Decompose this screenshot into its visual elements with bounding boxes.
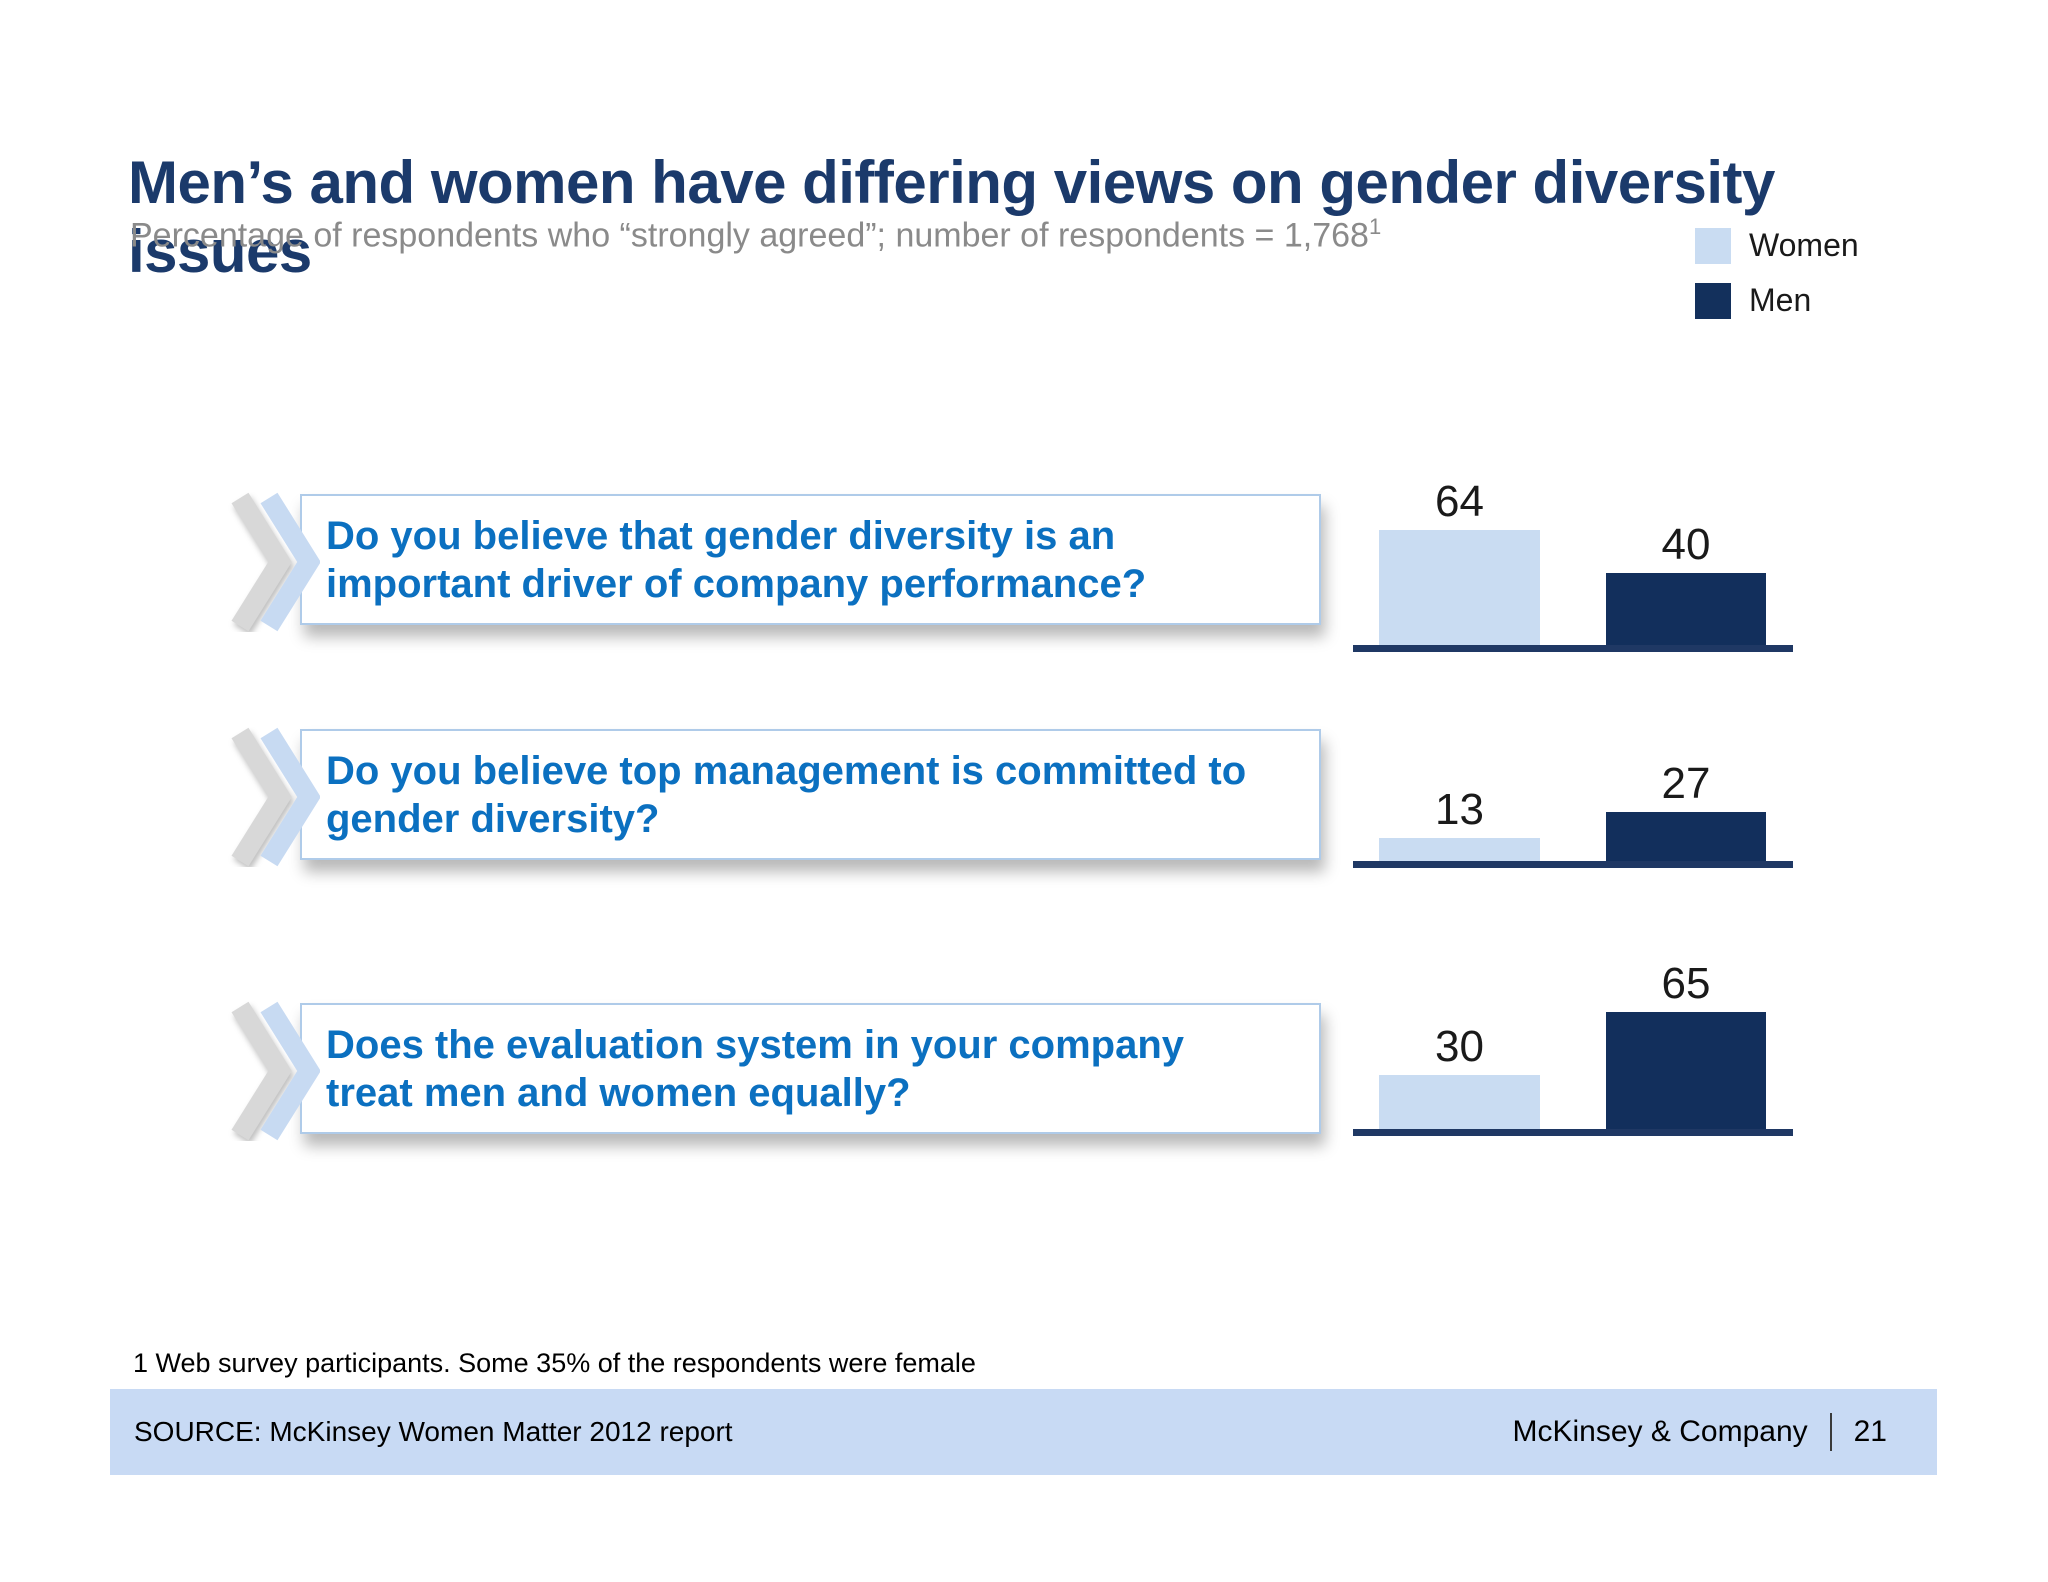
question-box-2: Do you believe top management is committ…: [300, 729, 1321, 860]
bar-women: [1379, 1075, 1540, 1129]
footer-company: McKinsey & Company: [1512, 1415, 1808, 1448]
question-3-line-1: Does the evaluation system in your compa…: [326, 1022, 1185, 1067]
footnote: 1 Web survey participants. Some 35% of t…: [133, 1348, 976, 1378]
page-subtitle: Percentage of respondents who “strongly …: [130, 214, 1630, 255]
bar-men: [1606, 573, 1766, 645]
chevron-arrow-icon: [231, 727, 320, 867]
question-box-3: Does the evaluation system in your compa…: [300, 1003, 1321, 1134]
question-2-line-2: gender diversity?: [326, 796, 660, 841]
value-label-women: 64: [1435, 477, 1484, 526]
question-3-line-2: treat men and women equally?: [326, 1070, 911, 1115]
value-label-women: 30: [1435, 1022, 1484, 1071]
bar-men: [1606, 1012, 1766, 1129]
footer-right: McKinsey & Company 21: [1513, 1413, 1887, 1451]
question-1-line-2: important driver of company performance?: [326, 561, 1147, 606]
value-label-men: 40: [1661, 520, 1711, 569]
bar-chart-row-1: 64 40: [1353, 442, 1793, 652]
chart-baseline: [1353, 645, 1793, 652]
subtitle-footnote-marker: 1: [1368, 214, 1382, 239]
page-title: Men’s and women have differing views on …: [128, 149, 1775, 285]
chevron-arrow-icon: [231, 1001, 320, 1141]
chevron-arrow-icon: [231, 492, 320, 632]
bar-men: [1606, 812, 1766, 861]
bar-women: [1379, 530, 1540, 645]
legend-label-men: Men: [1749, 282, 1812, 318]
footer-divider: [1829, 1413, 1832, 1451]
value-label-women: 13: [1435, 785, 1484, 834]
legend-swatch-men: [1695, 282, 1731, 319]
value-label-men: 27: [1661, 759, 1711, 808]
question-1-line-1: Do you believe that gender diversity is …: [326, 513, 1116, 558]
legend-swatch-women: [1695, 227, 1731, 264]
legend-item-men: Men: [1695, 282, 1811, 319]
bar-women: [1379, 838, 1540, 861]
bar-chart-row-3: 30 65: [1353, 926, 1793, 1136]
footer-bar: SOURCE: McKinsey Women Matter 2012 repor…: [110, 1389, 1937, 1475]
question-box-1: Do you believe that gender diversity is …: [300, 494, 1321, 625]
legend-label-women: Women: [1749, 227, 1859, 263]
legend-item-women: Women: [1695, 227, 1859, 264]
chart-baseline: [1353, 1129, 1793, 1136]
footer-page-number: 21: [1853, 1415, 1887, 1448]
footer-source: SOURCE: McKinsey Women Matter 2012 repor…: [134, 1416, 733, 1447]
bar-chart-row-2: 13 27: [1353, 658, 1793, 868]
subtitle-text: Percentage of respondents who “strongly …: [130, 216, 1369, 255]
value-label-men: 65: [1661, 959, 1711, 1008]
question-2-line-1: Do you believe top management is committ…: [326, 748, 1247, 793]
chart-baseline: [1353, 861, 1793, 868]
